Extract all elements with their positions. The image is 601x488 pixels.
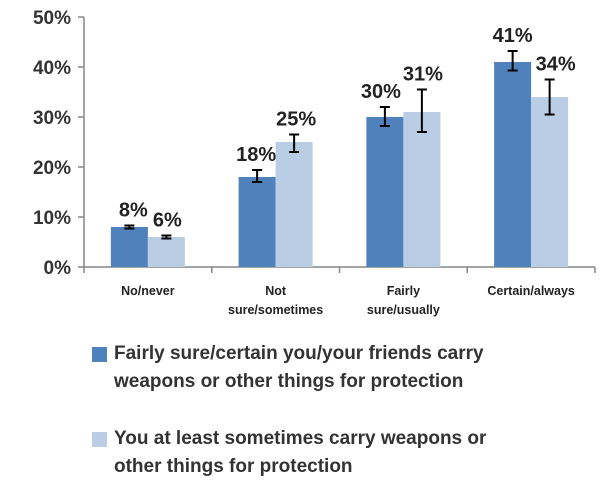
chart-axes: 0% 10% 20% 30% 40% 50% No/never Not sure/sometim… (33, 8, 596, 317)
y-tick-label: 30% (33, 108, 71, 129)
bar (366, 117, 404, 267)
bar (238, 177, 276, 267)
bar (147, 237, 185, 267)
legend-label-series-1: Fairly sure/certain you/your friends car… (114, 340, 584, 396)
data-label: 41% (493, 25, 533, 47)
data-label: 8% (119, 200, 148, 222)
x-tick-label: sure/sometimes (228, 303, 323, 317)
y-tick-label: 20% (33, 158, 71, 179)
x-tick-label: Fairly (387, 284, 420, 298)
legend-label-line: weapons or other things for protection (114, 371, 464, 392)
chart-data-labels: 8% 18% 30% 41% 6% 25% 31% 34% (119, 25, 576, 232)
legend-label-line: Fairly sure/certain you/your friends car… (114, 343, 484, 364)
legend-swatch-series-2 (92, 432, 107, 447)
x-tick-label: Not (265, 284, 287, 298)
y-tick-label: 0% (44, 258, 72, 279)
legend-label-line: You at least sometimes carry weapons or (114, 428, 487, 449)
chart-error-bars (124, 50, 555, 240)
legend-label-line: other things for protection (114, 456, 353, 477)
y-tick-label: 40% (33, 58, 71, 79)
bar (275, 142, 313, 267)
y-tick-label: 50% (33, 8, 71, 29)
data-label: 31% (403, 64, 443, 86)
data-label: 6% (153, 210, 182, 232)
x-tick-label: Certain/always (487, 284, 575, 298)
bar (110, 227, 148, 267)
data-label: 18% (236, 144, 276, 166)
data-label: 25% (276, 109, 316, 131)
x-tick-label: sure/usually (367, 303, 440, 317)
bar (403, 112, 441, 267)
x-tick-label: No/never (121, 284, 175, 298)
data-label: 34% (536, 54, 576, 76)
chart-bars (110, 62, 569, 267)
legend-label-series-2: You at least sometimes carry weapons or … (114, 425, 584, 481)
bar (531, 97, 569, 267)
data-label: 30% (361, 81, 401, 103)
legend-swatch-series-1 (92, 347, 107, 362)
bar (494, 62, 532, 267)
y-tick-label: 10% (33, 208, 71, 229)
